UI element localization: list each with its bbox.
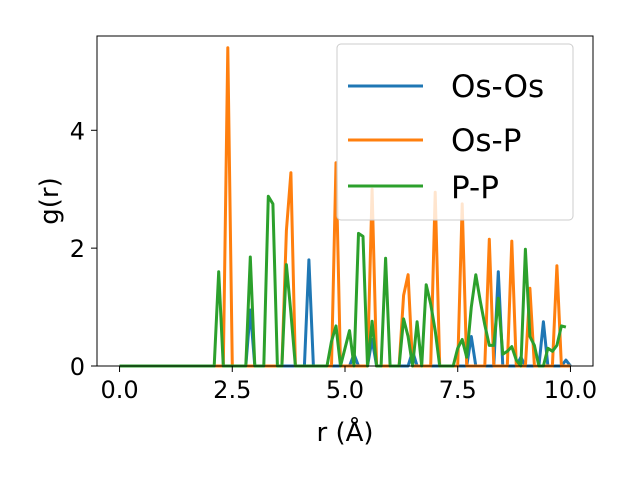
x-tick-label: 0.0 (100, 376, 138, 404)
y-axis-label: g(r) (35, 177, 65, 224)
legend-box (336, 43, 574, 221)
legend-label-os-os: Os-Os (451, 69, 544, 105)
x-tick-label: 5.0 (326, 376, 364, 404)
y-axis-ticks: 0 2 4 (70, 117, 97, 381)
y-tick-label: 4 (70, 117, 85, 145)
x-axis-ticks: 0.0 2.5 5.0 7.5 10.0 (100, 366, 597, 404)
y-tick-label: 0 (70, 353, 85, 381)
x-axis-label: r (Å) (316, 416, 373, 448)
x-tick-label: 7.5 (439, 376, 477, 404)
x-tick-label: 10.0 (544, 376, 597, 404)
y-tick-label: 2 (70, 235, 85, 263)
legend-label-p-p: P-P (451, 170, 499, 206)
legend: Os-Os Os-P P-P (336, 43, 574, 221)
legend-label-os-p: Os-P (451, 123, 521, 159)
x-tick-label: 2.5 (213, 376, 251, 404)
